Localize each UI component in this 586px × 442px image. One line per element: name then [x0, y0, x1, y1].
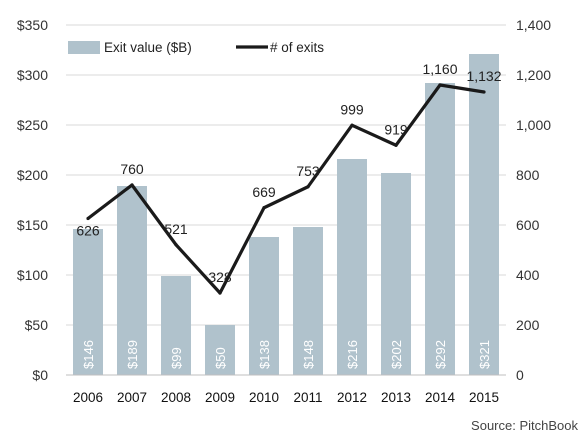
exits-value-label: 760 — [120, 161, 144, 177]
bar — [425, 83, 455, 375]
y-right-tick-label: 1,200 — [516, 67, 551, 83]
exits-point — [174, 243, 178, 247]
exits-point — [306, 185, 310, 189]
bar-value-label: $292 — [433, 340, 448, 369]
bar-value-label: $321 — [477, 340, 492, 369]
exits-value-label: 328 — [208, 269, 232, 285]
y-right-tick-label: 0 — [516, 367, 524, 383]
bar — [381, 173, 411, 375]
y-right-tick-label: 1,000 — [516, 117, 551, 133]
exits-value-label: 753 — [296, 163, 320, 179]
bar-value-label: $189 — [125, 340, 140, 369]
exits-point — [394, 143, 398, 147]
legend-swatch-bar — [68, 41, 100, 54]
bar — [469, 54, 499, 375]
y-left-tick-label: $350 — [17, 17, 48, 33]
y-left-tick-label: $150 — [17, 217, 48, 233]
bar — [293, 227, 323, 375]
x-tick-label: 2014 — [425, 390, 456, 405]
y-left-tick-label: $250 — [17, 117, 48, 133]
y-left-tick-label: $300 — [17, 67, 48, 83]
legend: Exit value ($B) # of exits — [68, 40, 324, 55]
y-right-tick-label: 1,400 — [516, 17, 551, 33]
x-tick-label: 2006 — [73, 390, 103, 405]
exits-value-label: 1,132 — [466, 68, 501, 84]
y-right-tick-label: 200 — [516, 317, 540, 333]
bar — [161, 276, 191, 375]
bar-value-label: $202 — [389, 340, 404, 369]
exits-point — [130, 183, 134, 187]
exits-point — [86, 216, 90, 221]
bars — [73, 54, 499, 375]
bar — [73, 229, 103, 375]
y-left-tick-label: $0 — [32, 367, 48, 383]
bar-value-label: $146 — [81, 340, 96, 369]
exits-point — [218, 291, 222, 295]
x-tick-label: 2015 — [469, 390, 499, 405]
x-tick-label: 2007 — [117, 390, 147, 405]
exits-value-label: 521 — [164, 221, 188, 237]
left-axis-ticks: $0 $50 $100 $150 $200 $250 $300 $350 — [17, 17, 48, 383]
y-right-tick-label: 600 — [516, 217, 540, 233]
bar-value-label: $50 — [213, 347, 228, 369]
legend-label-bar: Exit value ($B) — [104, 40, 192, 55]
x-tick-label: 2011 — [293, 390, 322, 405]
exits-value-label: 1,160 — [422, 61, 457, 77]
y-left-tick-label: $50 — [25, 317, 49, 333]
x-tick-label: 2009 — [205, 390, 235, 405]
y-left-tick-label: $100 — [17, 267, 48, 283]
exits-value-label: 626 — [76, 223, 100, 239]
exits-point — [482, 90, 486, 94]
bar-value-label: $138 — [257, 340, 272, 369]
exits-point — [262, 206, 266, 210]
y-right-tick-label: 400 — [516, 267, 540, 283]
exits-value-label: 669 — [252, 184, 276, 200]
exits-polyline — [87, 83, 485, 295]
legend-label-line: # of exits — [270, 40, 324, 55]
exits-line — [86, 83, 486, 295]
bar — [249, 237, 279, 375]
bar — [205, 325, 235, 375]
x-tick-label: 2010 — [249, 390, 279, 405]
bar — [337, 159, 367, 375]
y-left-tick-label: $200 — [17, 167, 48, 183]
x-tick-label: 2013 — [381, 390, 411, 405]
y-right-tick-label: 800 — [516, 167, 540, 183]
exits-point — [438, 83, 442, 87]
x-axis-ticks: 2006 2007 2008 2009 2010 2011 2012 2013 2014 2015 — [73, 390, 499, 405]
exits-value-label: 919 — [384, 121, 408, 137]
x-tick-label: 2012 — [337, 390, 367, 405]
bar-value-label: $148 — [301, 340, 316, 369]
bar-value-labels: $146 $189 $99 $50 $138 $148 $216 $202 $292 $321 — [81, 340, 492, 369]
exits-value-labels: 626 760 521 328 669 753 999 919 1,160 1,132 — [76, 61, 501, 285]
exits-point — [350, 123, 354, 127]
source-note: Source: PitchBook — [471, 418, 578, 433]
bar-value-label: $99 — [169, 347, 184, 369]
x-tick-label: 2008 — [161, 390, 191, 405]
bar-value-label: $216 — [345, 340, 360, 369]
exits-value-label: 999 — [340, 101, 364, 117]
right-axis-ticks: 0 200 400 600 800 1,000 1,200 1,400 — [516, 17, 551, 383]
bar — [117, 186, 147, 375]
